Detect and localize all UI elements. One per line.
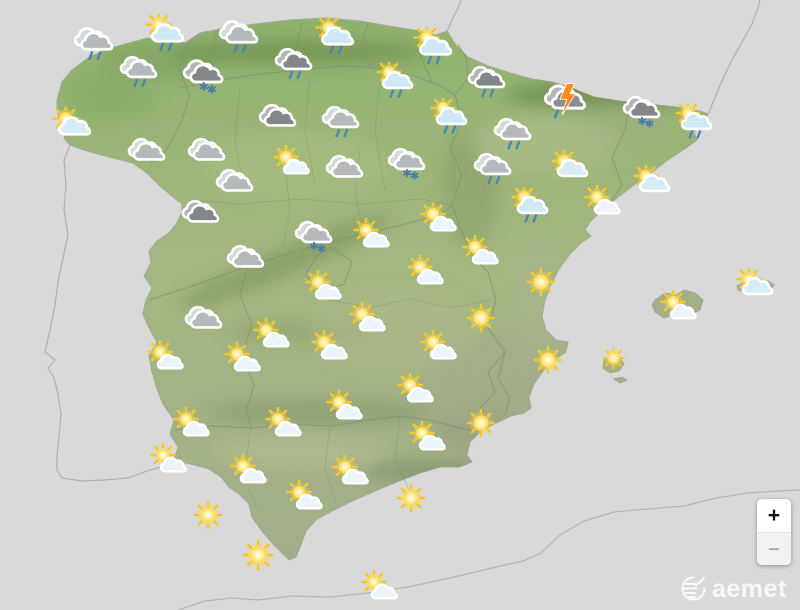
- zoom-control: + −: [757, 499, 791, 565]
- aemet-logo-text: aemet: [712, 574, 787, 603]
- aemet-logo-icon: [681, 576, 706, 601]
- zoom-in-button[interactable]: +: [757, 499, 791, 532]
- portugal-outline: [44, 144, 175, 482]
- africa-coastline: [177, 489, 800, 610]
- france-coastline: [446, 0, 761, 115]
- province-borders: [189, 77, 491, 509]
- zoom-out-button[interactable]: −: [757, 532, 791, 565]
- aemet-logo: aemet: [680, 575, 787, 602]
